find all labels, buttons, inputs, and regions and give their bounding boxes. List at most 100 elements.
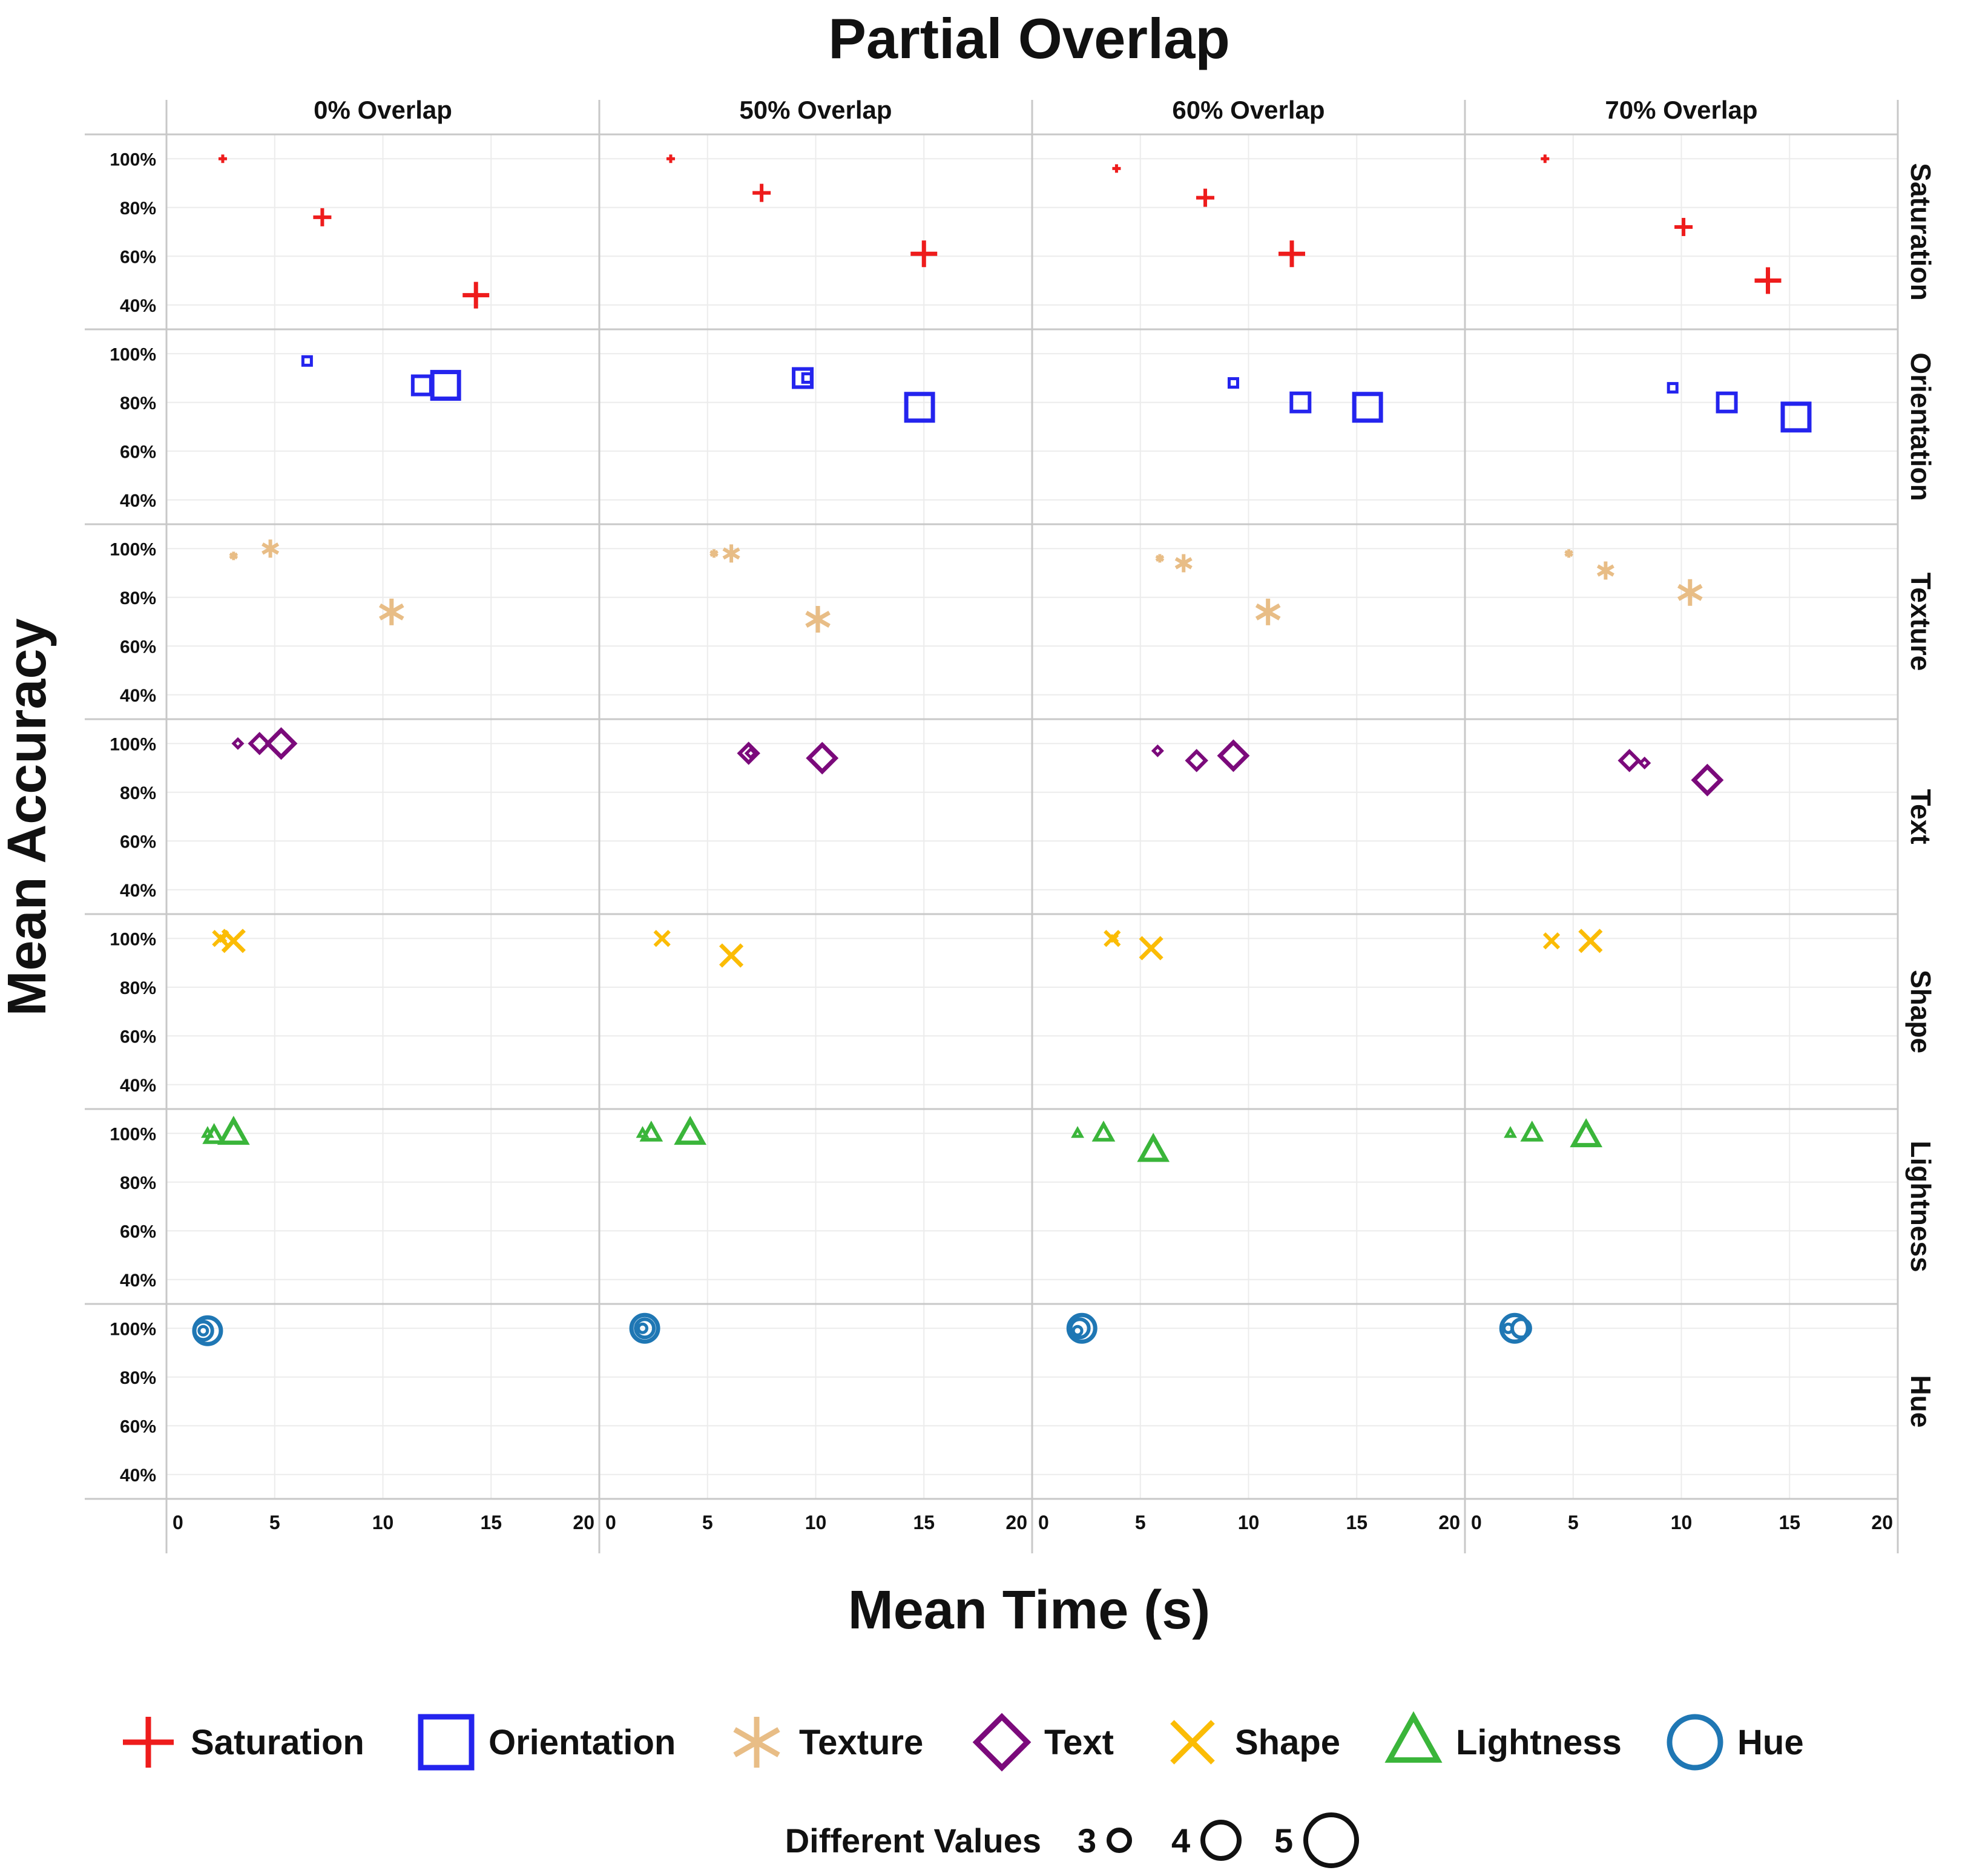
data-point [737,742,760,765]
grid-layer [166,134,1898,1499]
data-point [1139,936,1163,961]
legend-label: Orientation [489,1723,676,1762]
data-point [752,183,771,202]
legend-label: Text [1044,1723,1114,1762]
y-tick-label: 40% [120,1466,156,1486]
data-point [1227,377,1239,389]
data-point [265,727,298,760]
data-point [1071,1126,1084,1138]
size-legend-label: 3 [1078,1822,1096,1860]
data-point [430,370,461,401]
legend-item: Saturation [123,1717,364,1768]
x-axis-title: Mean Time (s) [848,1580,1211,1641]
data-point [1596,561,1614,580]
data-point [217,1116,250,1145]
y-tick-label: 60% [120,247,156,267]
data-point [674,1116,707,1145]
data-point [805,605,831,633]
y-tick-label: 80% [120,588,156,608]
data-point [1066,1312,1098,1344]
series-text [231,727,1724,797]
data-point [1091,1121,1116,1142]
data-point [639,1121,663,1142]
data-point [221,929,246,953]
data-point [301,355,313,367]
legend-item: Shape [1170,1720,1340,1765]
data-point [1691,763,1724,797]
y-tick-label: 40% [120,881,156,901]
x-tick-label: 0 [173,1512,183,1533]
row-title: Saturation [1905,163,1937,300]
series-saturation [218,154,1782,309]
legend-marker [123,1717,174,1768]
legend-item: Text [972,1713,1114,1772]
data-point [1137,1133,1170,1162]
x-tick-label: 20 [573,1512,594,1533]
chart-title: Partial Overlap [828,7,1230,70]
legend-marker [1170,1720,1215,1765]
series-hue [192,1312,1532,1346]
data-point [1499,1312,1530,1344]
row-title: Shape [1905,970,1937,1053]
legend-label: Shape [1235,1723,1340,1762]
x-tick-label: 0 [1471,1512,1482,1533]
x-tick-label: 10 [1671,1512,1693,1533]
x-tick-label: 0 [605,1512,616,1533]
data-point [666,154,675,163]
x-tick-label: 20 [1438,1512,1460,1533]
x-tick-label: 15 [1779,1512,1800,1533]
data-point [1674,217,1693,236]
series-lightness [201,1116,1603,1162]
data-point [806,742,839,775]
legend-label: Texture [799,1723,923,1762]
x-tick-label: 20 [1005,1512,1027,1533]
x-tick-label: 15 [1346,1512,1367,1533]
panel-frame [85,100,1899,1553]
legend-marker [418,1714,475,1771]
data-point [1071,1325,1084,1337]
series-orientation [301,355,1812,433]
data-point [792,367,814,389]
data-point [1667,382,1679,394]
data-point [1638,756,1651,769]
data-point [719,943,744,968]
data-point [313,208,332,226]
data-point [202,1123,226,1144]
size-legend-circle [1107,1828,1132,1853]
y-tick-label: 60% [120,1417,156,1437]
y-tick-label: 40% [120,1076,156,1096]
data-point [1542,932,1561,950]
y-tick-label: 80% [120,1173,156,1193]
data-point [1564,549,1573,558]
data-point [378,598,404,625]
y-tick-label: 80% [120,1368,156,1388]
row-title: Text [1905,789,1937,844]
data-point [1289,391,1312,413]
data-point [248,732,271,755]
y-tick-label: 100% [110,734,156,754]
data-marks [192,154,1812,1346]
size-legend-circle [1303,1812,1359,1868]
data-point [1578,929,1603,953]
data-point [744,746,757,760]
data-point [1151,744,1164,757]
y-tick-label: 100% [110,539,156,559]
y-tick-label: 60% [120,1222,156,1242]
x-tick-label: 15 [913,1512,935,1533]
y-tick-label: 100% [110,1124,156,1144]
y-axis-title: Mean Accuracy [0,619,58,1016]
y-tick-label: 40% [120,296,156,316]
column-title: 60% Overlap [1172,96,1325,124]
data-point [1510,1317,1532,1340]
data-point [218,154,227,163]
size-legend-circle [1200,1820,1242,1861]
data-point [653,930,671,947]
legend-item: Orientation [418,1714,676,1771]
legend-marker [1384,1711,1443,1763]
data-point [1185,749,1208,772]
legend-item: Hue [1667,1714,1804,1771]
data-point [1504,1126,1517,1138]
legend-label: Lightness [1456,1723,1622,1762]
data-point [1541,154,1550,163]
y-tick-label: 60% [120,1027,156,1047]
